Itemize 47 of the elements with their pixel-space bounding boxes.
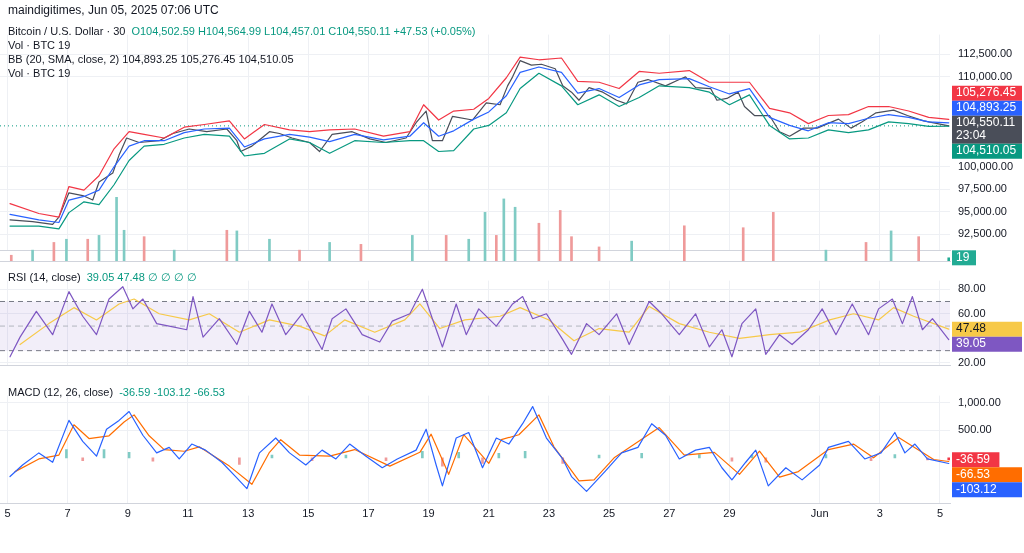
annotation: Vol · BTC 19 (8, 66, 71, 80)
data-label: 104,510.05 (956, 143, 1017, 158)
x-tick-label: 5 (4, 506, 11, 519)
y-tick-label: 95,000.00 (958, 204, 1007, 217)
x-tick-label: 15 (302, 506, 315, 519)
data-label: -103.12 (956, 481, 998, 496)
y-tick-label: 80.00 (958, 282, 986, 295)
annotation: BB (20, SMA, close, 2) 104,893.25 105,276.45 104,510.05 (8, 52, 294, 66)
data-label: 39.05 (956, 335, 987, 350)
y-tick-label: 20.00 (958, 355, 986, 368)
y-tick-label: 500.00 (958, 423, 992, 436)
x-tick-label: 25 (602, 506, 616, 519)
annotation: -36.59 (956, 451, 991, 466)
x-tick-label: 29 (723, 506, 736, 519)
x-tick-label: 5 (936, 506, 944, 519)
annotation: Vol · BTC 19 (8, 38, 71, 52)
x-tick-label: 11 (182, 506, 194, 519)
annotation: 19 (956, 249, 970, 264)
y-tick-label: 92,500.00 (958, 227, 1007, 240)
x-tick-label: 17 (362, 506, 375, 519)
annotation: -36.59 -103.12 -66.53 (119, 386, 225, 398)
chart-subtitle: maindigitimes, Jun 05, 2025 07:06 UTC (8, 3, 219, 17)
y-tick-label: 97,500.00 (958, 182, 1007, 195)
chart-title: MACD (12, 26, close) (8, 386, 114, 398)
x-tick-label: 3 (876, 506, 883, 519)
data-label: 104,550.11 23:04 (956, 115, 1016, 143)
x-tick-label: 9 (124, 506, 131, 519)
x-tick-label: 27 (663, 506, 676, 519)
y-tick-label: 112,500.00 (958, 47, 1013, 60)
x-tick-label: 19 (422, 506, 435, 519)
x-tick-label: 21 (482, 506, 495, 519)
x-tick-label: 23 (542, 506, 556, 519)
x-tick-label: 13 (242, 506, 255, 519)
y-tick-label: 100,000.00 (958, 159, 1014, 172)
y-tick-label: 1,000.00 (958, 395, 1001, 408)
data-label: 104,893.25 (956, 100, 1017, 115)
chart-title: RSI (14, close) (8, 271, 81, 283)
y-tick-label: 60.00 (958, 306, 986, 319)
data-label: 47.48 (956, 320, 987, 335)
y-tick-label: 110,000.00 (958, 69, 1013, 82)
data-label: 105,276.45 (956, 85, 1017, 100)
x-tick-label: Jun (810, 506, 829, 519)
annotation: O104,502.59 H104,564.99 L104,457.01 C104,550.11 +47.53 (+0.05%) (131, 25, 476, 37)
chart-title: Bitcoin / U.S. Dollar · 30 (8, 25, 126, 37)
annotation: 39.05 47.48 ∅ ∅ ∅ ∅ (86, 271, 198, 283)
data-label: -66.53 (956, 466, 991, 481)
x-tick-label: 7 (64, 506, 71, 519)
